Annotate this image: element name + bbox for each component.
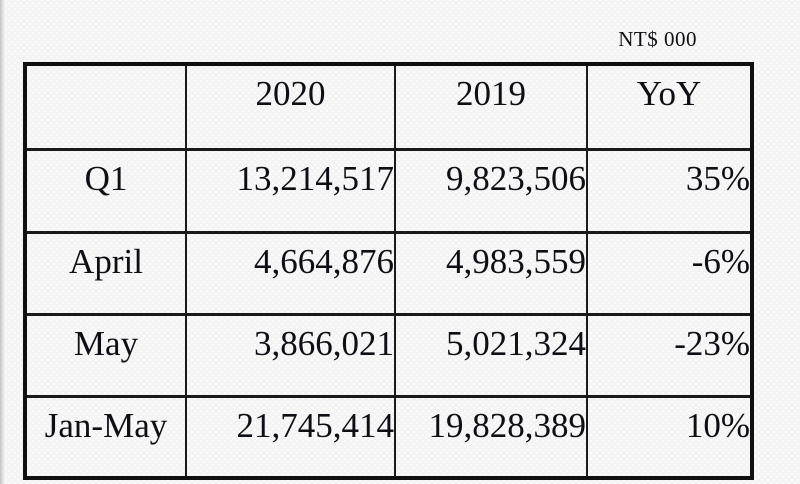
slide-left-edge (0, 0, 5, 484)
table-header-row: 2020 2019 YoY (24, 62, 753, 151)
value-2020: 21,745,414 (185, 394, 396, 480)
value-yoy: -6% (586, 230, 753, 316)
row-label: May (24, 312, 187, 398)
table-row-jan-may: Jan-May 21,745,414 19,828,389 10% (24, 394, 753, 480)
value-2020: 3,866,021 (185, 312, 396, 398)
value-yoy: 35% (586, 147, 753, 234)
value-2020: 13,214,517 (185, 147, 396, 234)
value-2019: 9,823,506 (394, 147, 588, 234)
header-2019: 2019 (394, 62, 588, 151)
value-2019: 4,983,559 (394, 230, 588, 316)
revenue-table: 2020 2019 YoY Q1 13,214,517 9,823,506 35… (23, 62, 754, 480)
value-2019: 5,021,324 (394, 312, 588, 398)
value-yoy: -23% (586, 312, 753, 398)
header-yoy: YoY (586, 62, 753, 151)
value-2020: 4,664,876 (185, 230, 396, 316)
table-row-may: May 3,866,021 5,021,324 -23% (24, 312, 753, 398)
row-label: April (24, 230, 187, 316)
header-2020: 2020 (185, 62, 396, 151)
row-label: Jan-May (24, 394, 187, 480)
unit-note: NT$ 000 (618, 27, 697, 51)
row-label: Q1 (24, 147, 187, 234)
header-blank (24, 62, 187, 151)
table-row-april: April 4,664,876 4,983,559 -6% (24, 230, 753, 316)
table-row-q1: Q1 13,214,517 9,823,506 35% (24, 147, 753, 234)
value-yoy: 10% (586, 394, 753, 480)
value-2019: 19,828,389 (394, 394, 588, 480)
